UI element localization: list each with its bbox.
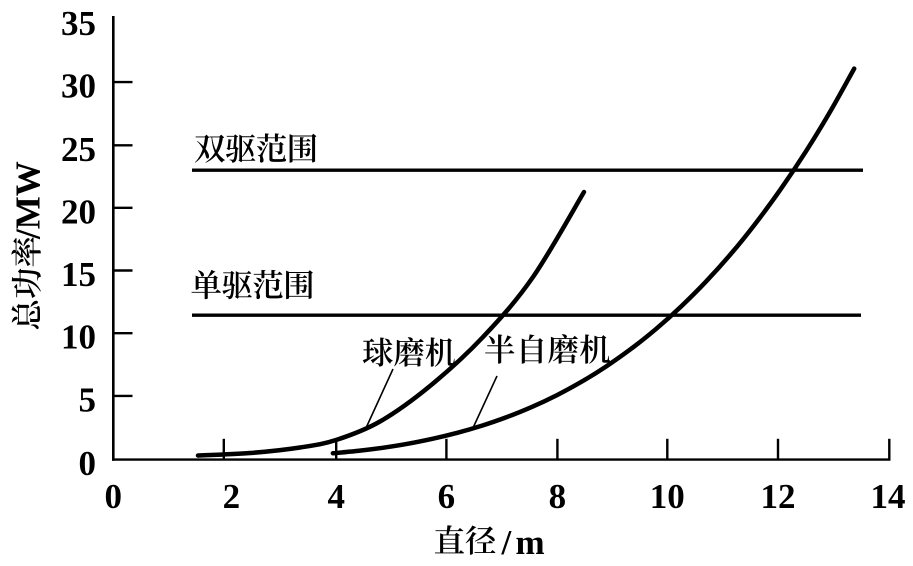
svg-text:/MW: /MW: [8, 161, 47, 240]
svg-text:m: m: [516, 523, 545, 562]
svg-text:25: 25: [61, 130, 96, 169]
svg-text:10: 10: [61, 318, 96, 357]
svg-text:20: 20: [61, 192, 96, 231]
svg-text:5: 5: [79, 380, 97, 419]
svg-text:14: 14: [871, 477, 906, 516]
svg-text:30: 30: [61, 67, 96, 106]
svg-text:0: 0: [105, 477, 123, 516]
svg-text:0: 0: [79, 444, 97, 483]
svg-text:/: /: [501, 523, 513, 562]
svg-text:15: 15: [61, 255, 96, 294]
svg-text:10: 10: [650, 477, 685, 516]
svg-text:35: 35: [61, 4, 96, 43]
svg-text:2: 2: [223, 477, 241, 516]
svg-text:8: 8: [549, 477, 567, 516]
svg-text:12: 12: [761, 477, 796, 516]
svg-text:4: 4: [327, 477, 345, 516]
svg-text:6: 6: [438, 477, 456, 516]
